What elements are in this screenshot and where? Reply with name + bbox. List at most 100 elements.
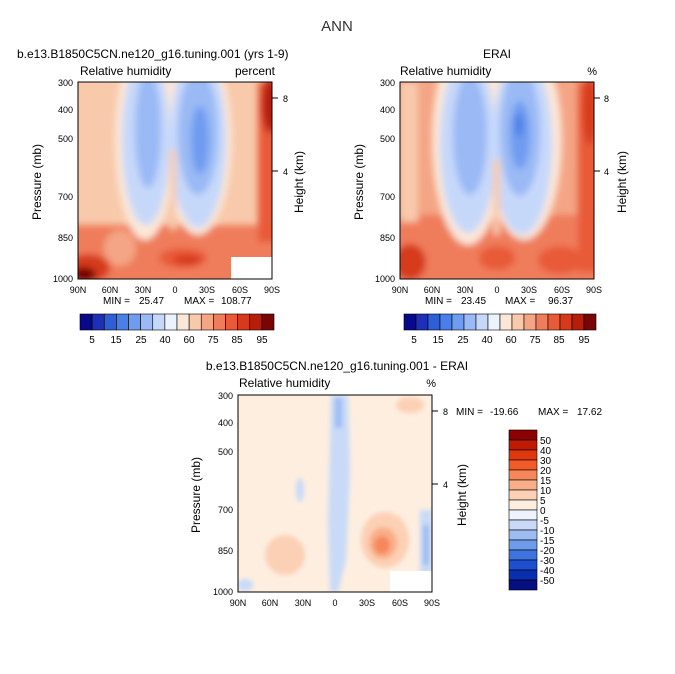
panel-model-max-label: MAX = xyxy=(184,296,214,307)
colorbar-swatch xyxy=(508,559,538,571)
ytick-label: 400 xyxy=(380,105,395,115)
colorbar-label: 5 xyxy=(89,335,95,346)
colorbar-swatch xyxy=(508,519,538,531)
panel-erai-ylabel-right: Height (km) xyxy=(615,151,629,213)
panel-model-yticks: 300 400 500 700 850 1000 xyxy=(53,78,73,284)
panel-erai-equator-column xyxy=(493,160,500,235)
height-tick-label: 4 xyxy=(443,480,448,490)
panel-diff-min-value: -19.66 xyxy=(490,407,519,418)
panel-diff-frame xyxy=(237,394,433,593)
colorbar-swatch xyxy=(140,313,154,331)
xtick-label: 60S xyxy=(554,285,570,295)
panel-diff-ylabel: Pressure (mb) xyxy=(189,457,203,533)
xtick-label: 90N xyxy=(392,285,409,295)
panel-model-field xyxy=(78,82,272,279)
panel-erai-south-core xyxy=(583,82,594,145)
colorbar-swatch xyxy=(415,313,429,331)
colorbar-swatch xyxy=(451,313,465,331)
colorbar-swatch xyxy=(116,313,129,331)
colorbar-label: 75 xyxy=(529,335,541,346)
colorbar-swatch xyxy=(508,489,538,501)
colorbar-label: 5 xyxy=(540,496,546,507)
panel-erai-colorbar-labels: 5 15 25 40 60 75 85 95 xyxy=(411,335,590,346)
colorbar-swatch xyxy=(164,313,178,331)
ytick-label: 700 xyxy=(58,192,73,202)
ytick-label: 500 xyxy=(218,447,233,457)
panel-diff-colorbar xyxy=(508,429,538,591)
panel-model-subtitle-left: Relative humidity xyxy=(80,64,171,78)
panel-diff-xticks: 90N 60N 30N 0 30S 60S 90S xyxy=(230,598,440,608)
colorbar-label: 75 xyxy=(207,335,219,346)
colorbar-swatch xyxy=(508,429,538,441)
colorbar-label: 25 xyxy=(135,335,147,346)
panel-model-min-label: MIN = xyxy=(103,296,130,307)
xtick-label: 30S xyxy=(359,598,375,608)
colorbar-swatch xyxy=(200,313,214,331)
panel-model-frame xyxy=(77,81,273,280)
ytick-label: 700 xyxy=(380,192,395,202)
page-title: ANN xyxy=(321,18,353,35)
colorbar-swatch xyxy=(508,539,538,551)
colorbar-label: 15 xyxy=(110,335,122,346)
colorbar-swatch xyxy=(427,313,441,331)
xtick-label: 30N xyxy=(295,598,312,608)
panel-erai-subtitle-right: % xyxy=(587,66,597,78)
colorbar-swatch xyxy=(508,569,538,581)
xtick-label: 30N xyxy=(457,285,474,295)
colorbar-label: 95 xyxy=(578,335,590,346)
colorbar-swatch xyxy=(559,313,573,331)
colorbar-swatch xyxy=(403,313,417,331)
colorbar-swatch xyxy=(188,313,202,331)
xtick-label: 0 xyxy=(332,598,337,608)
panel-model-subtitle-right: percent xyxy=(235,64,276,78)
colorbar-swatch xyxy=(152,313,166,331)
colorbar-swatch xyxy=(547,313,561,331)
ytick-label: 850 xyxy=(58,233,73,243)
ytick-label: 1000 xyxy=(53,274,73,284)
colorbar-label: 95 xyxy=(256,335,268,346)
ytick-label: 400 xyxy=(218,418,233,428)
panel-erai-field xyxy=(400,82,594,279)
panel-erai-south-low-max xyxy=(538,246,582,274)
panel-erai-subtitle-left: Relative humidity xyxy=(400,64,491,78)
colorbar-swatch xyxy=(487,313,501,331)
panel-model-max-value: 108.77 xyxy=(221,296,252,307)
colorbar-label: 40 xyxy=(540,446,552,457)
panel-erai-north-upper xyxy=(400,82,418,222)
colorbar-swatch xyxy=(508,579,538,591)
ytick-label: 700 xyxy=(218,505,233,515)
colorbar-swatch xyxy=(439,313,453,331)
ytick-label: 1000 xyxy=(213,587,233,597)
panel-model-midlat-north xyxy=(104,230,136,266)
colorbar-label: 40 xyxy=(159,335,171,346)
panel-erai-title: ERAI xyxy=(483,47,511,61)
colorbar-label: 50 xyxy=(540,436,552,447)
colorbar-swatch xyxy=(499,313,513,331)
panel-model-equator-column xyxy=(170,150,176,230)
colorbar-label: -30 xyxy=(540,556,555,567)
colorbar-swatch xyxy=(103,313,117,331)
colorbar-swatch xyxy=(463,313,477,331)
panel-diff-colorbar-labels: 50 40 30 20 15 10 5 0 -5 -10 -15 -20 -30… xyxy=(540,436,555,587)
panel-diff-title: b.e13.B1850C5CN.ne120_g16.tuning.001 - E… xyxy=(206,359,468,373)
colorbar-label: -5 xyxy=(540,516,549,527)
xtick-label: 60N xyxy=(262,598,279,608)
colorbar-swatch xyxy=(508,449,538,461)
xtick-label: 90N xyxy=(70,285,87,295)
xtick-label: 90S xyxy=(424,598,440,608)
panel-model-min-value: 25.47 xyxy=(139,296,164,307)
colorbar-swatch xyxy=(237,313,251,331)
panel-erai-colorbar xyxy=(403,313,597,331)
xtick-label: 0 xyxy=(494,285,499,295)
panel-erai-ylabel: Pressure (mb) xyxy=(352,144,366,220)
colorbar-swatch xyxy=(583,313,597,331)
colorbar-swatch xyxy=(128,313,141,331)
panel-diff-south-edge-core xyxy=(423,525,429,565)
colorbar-label: 30 xyxy=(540,456,552,467)
height-tick-label: 8 xyxy=(604,94,609,104)
panel-model-ylabel-right: Height (km) xyxy=(292,151,306,213)
panel-diff-lower-north-positive xyxy=(265,535,305,575)
colorbar-label: 60 xyxy=(183,335,195,346)
colorbar-label: 0 xyxy=(540,506,546,517)
